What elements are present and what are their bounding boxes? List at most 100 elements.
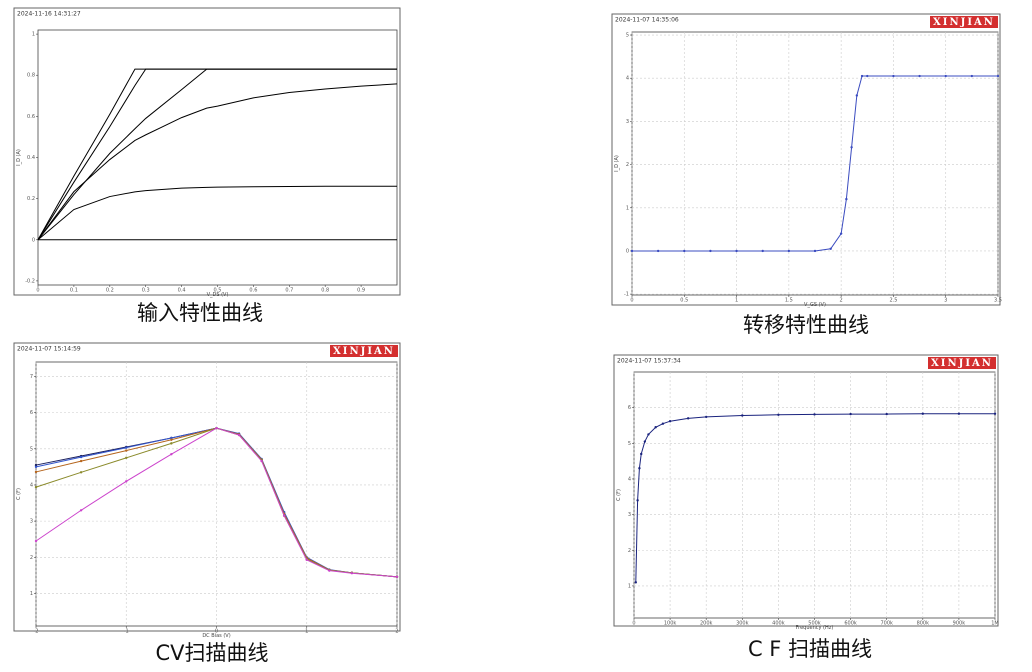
chart-caption: CV扫描曲线: [155, 641, 268, 665]
y-tick-label: 2: [628, 548, 631, 554]
data-point: [79, 459, 83, 463]
data-point: [845, 197, 848, 201]
data-point: [34, 470, 38, 474]
data-point: [395, 575, 399, 579]
data-point: [855, 94, 859, 97]
chart-frame: [13, 342, 401, 632]
y-tick-label: 6: [30, 410, 33, 416]
chart-frame: [13, 7, 401, 296]
y-tick-label: 5: [30, 446, 33, 452]
data-point: [885, 412, 888, 416]
timestamp: 2024-11-07 15:14:59: [17, 346, 81, 353]
x-tick-label: 2.5: [889, 298, 897, 304]
x-tick-label: 300k: [736, 621, 749, 627]
plot-area: [631, 31, 999, 296]
series-line: [35, 427, 398, 578]
data-point: [656, 249, 660, 253]
x-tick-label: 600k: [844, 621, 857, 627]
data-point: [668, 420, 672, 423]
x-tick-label: 0.2: [106, 288, 114, 294]
data-point: [125, 480, 128, 483]
x-tick-label: 1M: [991, 621, 999, 627]
chart-caption: 转移特性曲线: [743, 313, 869, 337]
data-point: [957, 412, 961, 415]
data-point: [735, 249, 738, 253]
y-tick-label: 0: [32, 237, 35, 243]
x-tick-label: 0.6: [249, 288, 257, 294]
x-tick-label: 400k: [772, 621, 785, 627]
data-point: [849, 412, 852, 416]
data-point: [34, 539, 38, 543]
y-tick-label: -1: [624, 292, 629, 298]
brand-badge: [928, 357, 996, 369]
data-point: [647, 433, 650, 436]
series-line: [632, 75, 998, 252]
data-point: [640, 452, 643, 456]
data-point: [634, 581, 638, 584]
x-tick-label: 700k: [880, 621, 893, 627]
data-point: [282, 514, 286, 517]
y-axis-title: C (F): [616, 489, 622, 501]
x-tick-label: 900k: [953, 621, 966, 627]
data-point: [125, 449, 128, 452]
chart-frame: [611, 13, 1001, 306]
data-point: [636, 499, 639, 502]
y-tick-label: 0.4: [27, 155, 35, 161]
y-tick-label: 5: [626, 33, 629, 39]
y-tick-label: 3: [30, 519, 33, 525]
y-tick-label: -0.2: [25, 278, 35, 284]
x-tick-label: 3.5: [994, 298, 1002, 304]
y-axis-title: I_D (A): [614, 155, 620, 172]
series-line: [37, 68, 397, 241]
data-point: [839, 232, 843, 235]
data-point: [918, 74, 921, 78]
data-point: [350, 572, 354, 575]
data-point: [79, 509, 83, 512]
x-tick-label: 100k: [664, 621, 677, 627]
data-point: [125, 456, 128, 460]
brand-badge: [330, 345, 398, 357]
data-point: [777, 413, 780, 416]
data-point: [761, 249, 764, 253]
y-tick-label: 0.2: [27, 196, 35, 202]
y-tick-label: 1: [32, 32, 35, 38]
y-tick-label: 2: [626, 162, 629, 168]
data-point: [34, 465, 38, 469]
chart-caption: C F 扫描曲线: [748, 637, 872, 661]
y-tick-label: 4: [30, 482, 33, 488]
data-point: [921, 412, 924, 415]
data-point: [686, 417, 690, 420]
data-point: [170, 442, 173, 445]
chart: -0.200.20.40.60.810 0.1 0.2 0.3 0.4 0.5 0.6 0.7…: [13, 7, 401, 325]
chart-caption: 输入特性曲线: [137, 301, 263, 325]
data-point: [215, 426, 218, 430]
data-point: [638, 467, 641, 470]
y-tick-label: 6: [628, 405, 631, 411]
y-tick-label: 7: [30, 374, 33, 380]
x-tick-label: 0: [630, 298, 633, 304]
y-tick-label: 1: [30, 591, 33, 597]
x-tick-label: 0.9: [357, 288, 365, 294]
x-tick-label: 1: [305, 629, 308, 635]
data-point: [970, 74, 974, 78]
data-point: [34, 485, 38, 489]
x-axis-title: V_GS (V): [804, 302, 826, 308]
x-tick-label: 0: [36, 288, 39, 294]
x-axis-title: V_DS (V): [207, 292, 229, 298]
y-tick-label: 0.8: [27, 73, 35, 79]
y-axis-title: C (F): [16, 488, 22, 500]
x-tick-label: 0.5: [680, 298, 688, 304]
data-point: [125, 446, 128, 449]
chart-frame: [613, 354, 999, 627]
data-point: [850, 146, 853, 149]
data-point: [944, 74, 947, 78]
data-point: [787, 249, 791, 253]
chart: 1 2 3 4 5 6 0 100k 200k 300k 400k 500k 600k 700k 800k 9…: [613, 354, 999, 661]
x-tick-label: 0.3: [142, 288, 150, 294]
x-tick-label: 0.1: [70, 288, 78, 294]
data-point: [260, 459, 263, 463]
x-tick-label: 0.4: [178, 288, 186, 294]
x-tick-label: 0.7: [285, 288, 293, 294]
x-tick-label: 200k: [700, 621, 713, 627]
